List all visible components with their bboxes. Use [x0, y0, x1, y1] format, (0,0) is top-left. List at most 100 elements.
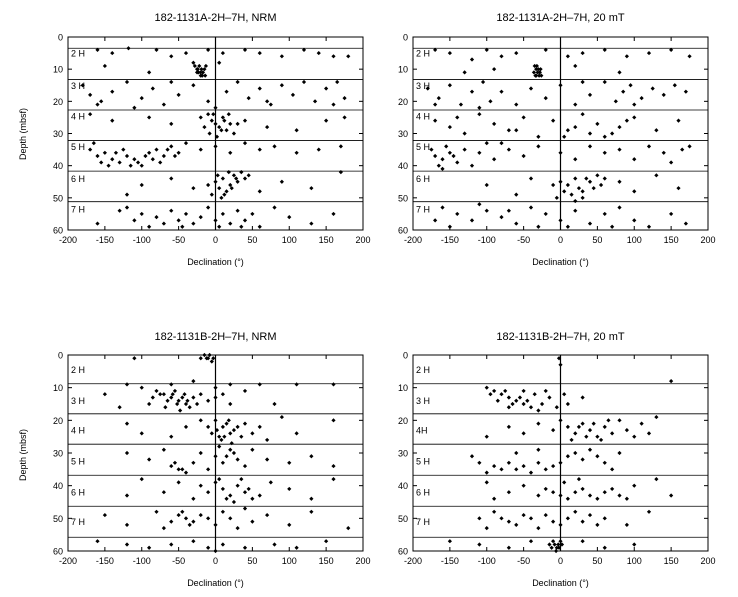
x-tick-label: 0 [558, 235, 563, 245]
data-point [169, 542, 174, 547]
data-point [301, 79, 307, 85]
data-point [632, 218, 637, 223]
data-point [182, 392, 187, 397]
data-point [217, 224, 222, 229]
data-point [154, 147, 159, 152]
data-point [191, 395, 196, 400]
data-point [514, 450, 519, 456]
y-tick-label: 50 [53, 514, 63, 524]
data-point [440, 157, 445, 162]
data-point [462, 70, 467, 75]
data-point [492, 388, 497, 394]
data-point [573, 450, 578, 456]
data-point [206, 398, 211, 403]
data-point [213, 522, 218, 527]
data-point [265, 99, 270, 104]
data-point [191, 60, 196, 65]
data-point [228, 431, 233, 436]
data-point [228, 516, 233, 521]
data-point [169, 395, 174, 400]
data-point [95, 102, 100, 107]
data-point [287, 215, 292, 220]
core-label: 6 H [71, 488, 85, 498]
data-point [543, 467, 548, 472]
y-tick-label: 50 [398, 514, 408, 524]
data-point [521, 463, 526, 469]
data-point [539, 401, 545, 407]
data-point [88, 147, 93, 152]
data-point [536, 224, 541, 229]
data-point [484, 182, 489, 188]
data-point [514, 522, 519, 527]
data-point [309, 509, 314, 514]
data-point [102, 150, 107, 155]
data-point [132, 356, 137, 361]
data-point [239, 224, 244, 229]
data-point [503, 388, 508, 394]
data-point [219, 128, 224, 133]
data-point [580, 79, 585, 85]
data-point [477, 516, 482, 521]
data-point [488, 99, 493, 104]
y-tick-label: 60 [53, 226, 63, 236]
data-point [573, 431, 578, 436]
data-point [206, 424, 211, 429]
data-point [587, 92, 593, 97]
y-tick-label: 0 [403, 351, 408, 361]
data-point [551, 463, 556, 469]
data-point [646, 144, 652, 149]
data-point [242, 545, 248, 550]
x-tick-label: 50 [247, 556, 257, 566]
data-point [242, 490, 248, 495]
data-point [231, 131, 237, 136]
data-point [536, 67, 541, 72]
data-point [206, 112, 211, 117]
data-point [199, 67, 204, 72]
data-point [209, 431, 214, 436]
data-point [206, 99, 211, 104]
data-point [161, 526, 166, 531]
data-point [565, 516, 570, 521]
data-point [587, 447, 593, 452]
data-point [180, 467, 185, 472]
data-point [484, 526, 489, 531]
data-point [346, 526, 351, 531]
x-axis-label: Declination (°) [532, 578, 589, 588]
data-point [433, 153, 438, 159]
data-point [324, 118, 329, 123]
data-point [217, 186, 222, 191]
data-point [687, 144, 692, 149]
data-point [287, 522, 292, 527]
data-point [610, 431, 615, 436]
data-point [194, 70, 200, 75]
data-point [462, 131, 467, 136]
y-tick-label: 30 [53, 129, 63, 139]
panel-title: 182-1131A-2H–7H, 20 mT [496, 12, 624, 24]
data-point [514, 398, 519, 403]
data-point [506, 490, 511, 495]
data-point [213, 121, 218, 126]
data-point [562, 480, 567, 485]
data-point [161, 392, 166, 397]
data-point [176, 467, 181, 472]
core-label: 3 H [71, 396, 85, 406]
data-point [584, 434, 589, 439]
data-point [565, 224, 570, 229]
data-point [191, 539, 196, 544]
data-point [324, 86, 329, 91]
data-point [220, 486, 225, 492]
data-point [587, 179, 593, 184]
data-point [573, 509, 578, 514]
data-point [234, 176, 239, 181]
data-point [484, 47, 489, 52]
y-tick-label: 50 [398, 193, 408, 203]
data-point [433, 102, 438, 107]
data-point [183, 50, 189, 56]
data-point [80, 83, 85, 88]
x-tick-label: -200 [59, 556, 77, 566]
data-point [191, 519, 196, 524]
y-tick-label: 0 [403, 33, 408, 43]
panel-1131a-20mt: 182-1131A-2H–7H, 20 mT Declination (°) -… [398, 12, 716, 267]
data-point [521, 401, 526, 407]
data-point [543, 47, 548, 52]
